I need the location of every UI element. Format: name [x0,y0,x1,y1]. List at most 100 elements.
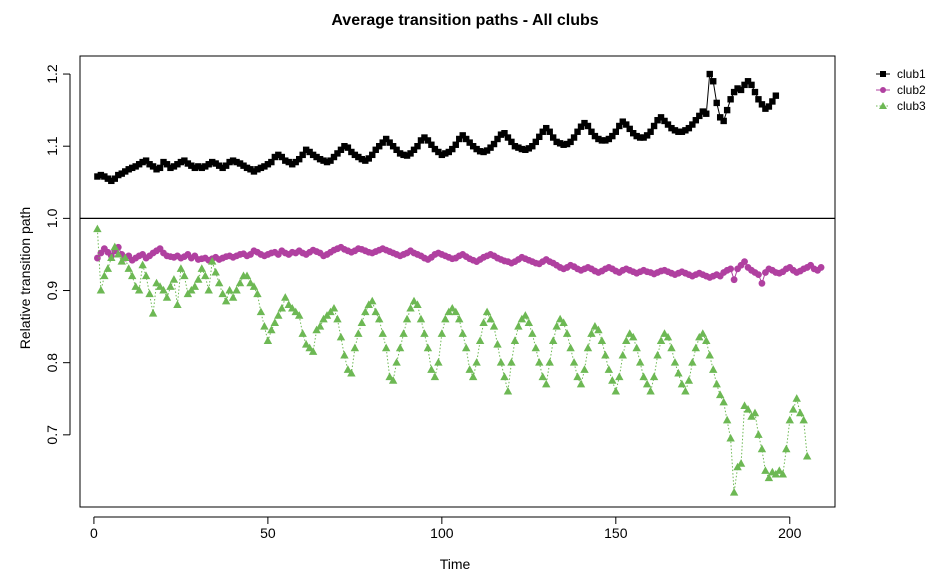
club2-point [730,276,738,284]
club3-point [684,376,694,384]
club1-point [275,151,282,159]
club3-point [208,257,217,265]
club1-point [407,150,414,157]
club1-point [431,145,439,153]
club1-point [508,138,515,146]
club1-point [393,146,400,154]
club3-point [552,322,561,330]
club2-point [758,279,766,287]
club3-point [336,332,346,341]
club3-point [180,271,189,280]
club1-point [205,161,212,168]
club1-point [449,145,456,153]
club3-point [423,343,433,352]
club3-point [608,376,617,384]
club3-point [729,487,739,496]
club1-point [588,128,595,135]
x-tick-label: 100 [430,525,454,541]
club3-point [594,325,603,334]
club1-point [598,137,606,144]
club3-point [465,365,474,373]
club3-point [141,271,151,280]
club3-point [392,358,401,366]
club1-point [494,135,501,143]
club3-point [235,278,245,287]
legend-label-club1: club1 [897,67,926,81]
club1-point [699,108,706,115]
club3-point [427,365,436,373]
club3-point [611,386,621,395]
club3-point [785,415,794,424]
club1-point [337,146,345,154]
club3-point [375,314,384,323]
club3-point [761,466,770,474]
club3-point [263,336,273,345]
club1-point [316,155,324,163]
club3-point [681,386,690,395]
club1-point [570,134,578,141]
club1-point [327,157,334,164]
club3-point [528,329,537,337]
club1-point [706,70,713,78]
club3-point [329,303,339,312]
club3-point [93,224,102,233]
club1-point [202,163,209,170]
club1-point [581,119,588,127]
club1-point [769,98,776,105]
club3-point [448,303,457,312]
club1-point [268,158,275,166]
club3-point [298,329,307,337]
club3-point [249,282,259,290]
club1-point [678,128,686,135]
club3-point [194,275,203,283]
club3-point [357,318,367,326]
club3-point [705,350,714,359]
club3-point [778,469,788,478]
club1-point [636,134,644,141]
club3-point [583,343,593,352]
club1-point [490,140,498,148]
club1-point [289,161,296,168]
club3-point [103,264,113,272]
club1-point [254,166,261,173]
club1-point [184,160,192,167]
club1-point [285,158,292,166]
club3-point [173,300,182,308]
club3-point [750,408,760,417]
club1-point [751,88,759,96]
club3-point [524,318,534,326]
club3-point [590,322,600,330]
club1-point [469,143,477,150]
club3-point [622,336,631,345]
club1-point [170,163,178,170]
club3-point [308,347,318,355]
club1-point [452,141,459,148]
club1-point [609,132,616,140]
club1-point [295,155,303,163]
club3-point [176,264,186,272]
club1-point [483,147,491,154]
club1-point [727,96,734,103]
club3-point [782,444,791,453]
club1-point [619,118,626,125]
club3-point [709,365,718,373]
club1-point [755,96,762,103]
club3-point [138,260,147,269]
club3-point [691,343,701,352]
club3-point [121,253,130,262]
club3-point [430,372,440,381]
club1-point [480,148,487,156]
club3-point [677,379,687,388]
club3-point [715,390,725,399]
club3-point [475,336,485,345]
club1-point [209,158,216,166]
club1-point [365,155,372,162]
club1-point [720,117,727,125]
club3-point [409,296,419,305]
club1-point [504,134,512,141]
club1-point [410,146,418,154]
club3-point [743,404,753,413]
club3-point [281,293,290,301]
club1-point [744,78,752,85]
club3-point [496,358,506,366]
